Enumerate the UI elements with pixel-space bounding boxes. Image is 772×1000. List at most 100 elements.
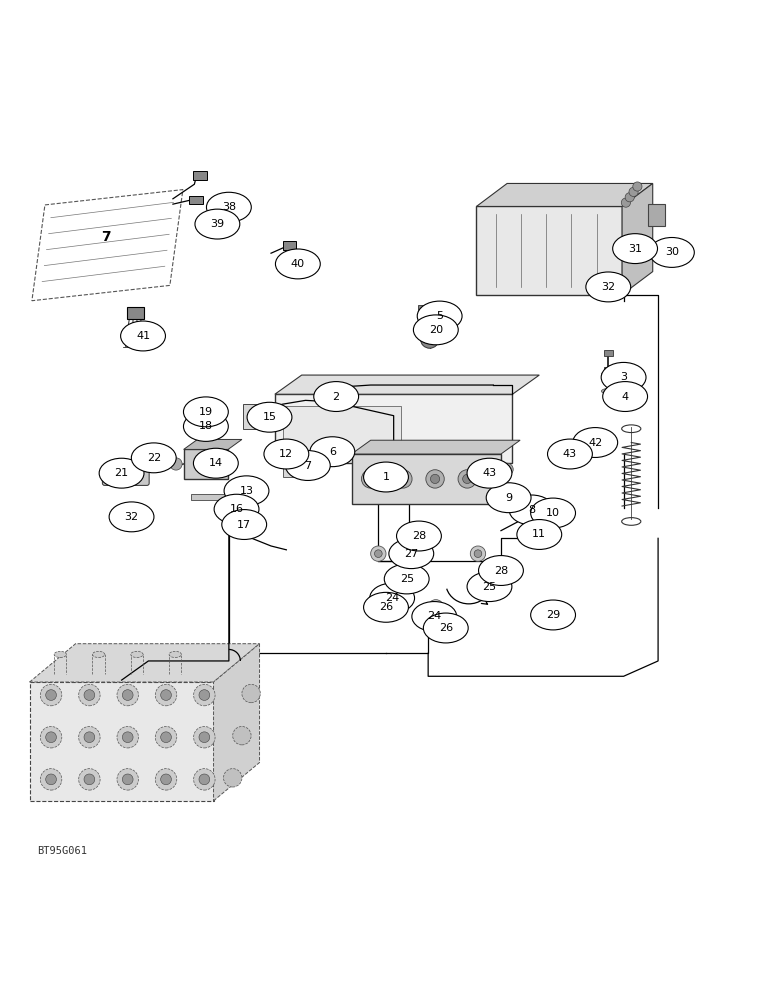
Circle shape xyxy=(117,684,138,706)
Text: 26: 26 xyxy=(379,602,393,612)
Ellipse shape xyxy=(370,583,415,613)
Ellipse shape xyxy=(467,458,512,488)
Polygon shape xyxy=(476,183,652,206)
Circle shape xyxy=(431,474,439,484)
Text: 21: 21 xyxy=(114,468,129,478)
Text: BT95G061: BT95G061 xyxy=(37,846,87,856)
Text: 28: 28 xyxy=(411,531,426,541)
Circle shape xyxy=(242,684,260,703)
Circle shape xyxy=(398,474,408,484)
Ellipse shape xyxy=(286,451,330,480)
Circle shape xyxy=(458,470,476,488)
Circle shape xyxy=(474,550,482,557)
Circle shape xyxy=(462,474,472,484)
Polygon shape xyxy=(622,183,652,295)
Ellipse shape xyxy=(649,237,694,267)
Circle shape xyxy=(421,615,436,630)
Circle shape xyxy=(46,690,56,700)
Ellipse shape xyxy=(364,462,408,492)
Circle shape xyxy=(394,470,412,488)
Polygon shape xyxy=(184,439,242,449)
Ellipse shape xyxy=(412,602,457,631)
Circle shape xyxy=(501,486,513,498)
Ellipse shape xyxy=(130,651,143,658)
Ellipse shape xyxy=(389,539,434,569)
Circle shape xyxy=(199,690,210,700)
Circle shape xyxy=(155,726,177,748)
Ellipse shape xyxy=(423,613,468,643)
Circle shape xyxy=(84,774,95,785)
Circle shape xyxy=(194,769,215,790)
Ellipse shape xyxy=(510,495,554,525)
Text: 1: 1 xyxy=(382,472,390,482)
Polygon shape xyxy=(275,375,540,394)
Circle shape xyxy=(374,550,382,557)
Circle shape xyxy=(170,458,182,470)
Bar xyxy=(351,454,501,504)
Bar xyxy=(648,204,665,226)
Circle shape xyxy=(194,726,215,748)
Text: 5: 5 xyxy=(436,311,443,321)
Bar xyxy=(275,394,513,463)
Circle shape xyxy=(79,684,100,706)
Ellipse shape xyxy=(206,192,252,222)
Bar xyxy=(127,307,144,319)
Circle shape xyxy=(194,684,215,706)
Circle shape xyxy=(224,769,242,787)
Ellipse shape xyxy=(417,301,462,331)
Circle shape xyxy=(501,463,513,475)
Ellipse shape xyxy=(486,483,531,513)
Text: 25: 25 xyxy=(482,582,496,592)
Circle shape xyxy=(432,603,439,611)
Circle shape xyxy=(232,726,251,745)
Text: 24: 24 xyxy=(427,611,442,621)
Ellipse shape xyxy=(276,249,320,279)
Ellipse shape xyxy=(397,521,442,551)
Circle shape xyxy=(629,187,638,196)
Ellipse shape xyxy=(601,362,646,392)
Circle shape xyxy=(401,540,417,555)
Bar xyxy=(283,462,302,477)
Text: 10: 10 xyxy=(546,508,560,518)
Ellipse shape xyxy=(467,572,512,602)
Text: 6: 6 xyxy=(329,447,336,457)
Polygon shape xyxy=(214,644,259,801)
Circle shape xyxy=(421,330,439,348)
Circle shape xyxy=(122,732,133,743)
Bar xyxy=(476,206,622,295)
Text: 2: 2 xyxy=(333,392,340,402)
Circle shape xyxy=(155,684,177,706)
Bar xyxy=(409,462,428,477)
Text: 24: 24 xyxy=(385,593,399,603)
Circle shape xyxy=(625,193,635,202)
Ellipse shape xyxy=(247,402,292,432)
Ellipse shape xyxy=(517,520,562,549)
Ellipse shape xyxy=(195,209,240,239)
Circle shape xyxy=(84,732,95,743)
Circle shape xyxy=(192,416,205,428)
Text: 39: 39 xyxy=(210,219,225,229)
Bar xyxy=(283,241,296,250)
Circle shape xyxy=(122,690,133,700)
Circle shape xyxy=(155,769,177,790)
Ellipse shape xyxy=(222,510,266,539)
Ellipse shape xyxy=(54,651,66,658)
Text: 29: 29 xyxy=(546,610,560,620)
Bar xyxy=(283,406,401,452)
Ellipse shape xyxy=(547,439,592,469)
Ellipse shape xyxy=(131,443,176,473)
Circle shape xyxy=(224,458,235,470)
Ellipse shape xyxy=(603,382,648,411)
Ellipse shape xyxy=(184,411,229,441)
Circle shape xyxy=(413,523,428,538)
Text: 20: 20 xyxy=(428,325,443,335)
Circle shape xyxy=(84,690,95,700)
Text: 7: 7 xyxy=(101,230,111,244)
Text: 43: 43 xyxy=(563,449,577,459)
Circle shape xyxy=(371,546,386,561)
Ellipse shape xyxy=(109,502,154,532)
Ellipse shape xyxy=(224,476,269,506)
Text: 7: 7 xyxy=(304,461,311,471)
Text: 19: 19 xyxy=(199,407,213,417)
Bar xyxy=(193,171,207,180)
